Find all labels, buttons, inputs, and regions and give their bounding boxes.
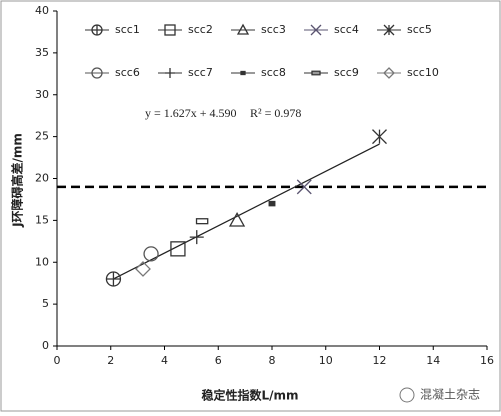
x-tick-label: 8	[269, 354, 276, 367]
marker-part	[143, 246, 159, 262]
data-point	[143, 246, 159, 262]
marker-part	[296, 179, 312, 195]
x-tick-label: 12	[373, 354, 387, 367]
x-tick-label: 10	[319, 354, 333, 367]
x-tick-label: 0	[54, 354, 61, 367]
y-tick-label: 0	[42, 339, 49, 352]
marker-part	[240, 70, 246, 76]
data-point	[372, 129, 387, 145]
x-tick-label: 16	[480, 354, 494, 367]
marker-part	[135, 261, 151, 277]
data-point	[170, 241, 186, 257]
marker-part	[268, 200, 276, 207]
marker-part	[189, 230, 204, 245]
data-point	[105, 271, 122, 287]
marker-part	[372, 129, 387, 145]
marker-part	[91, 67, 103, 79]
watermark-icon	[399, 387, 415, 403]
marker-part	[92, 25, 102, 35]
y-tick-label: 15	[35, 213, 49, 226]
legend-marker	[310, 24, 322, 36]
data-point	[189, 230, 204, 245]
y-tick-label: 25	[35, 130, 49, 143]
legend-marker	[240, 70, 246, 76]
legend-label: scc3	[261, 23, 286, 36]
y-tick-label: 30	[35, 88, 49, 101]
legend-marker	[165, 68, 175, 78]
y-tick-label: 40	[35, 4, 49, 17]
x-tick-label: 14	[426, 354, 440, 367]
marker-part	[164, 24, 176, 36]
data-point	[195, 218, 209, 225]
legend-marker	[91, 24, 103, 36]
marker-part	[170, 241, 186, 257]
data-point	[228, 212, 246, 227]
data-point	[296, 179, 312, 195]
y-tick-label: 10	[35, 255, 49, 268]
legend-label: scc9	[334, 66, 359, 79]
legend-marker	[91, 67, 103, 79]
marker-part	[165, 68, 175, 78]
marker-part	[236, 23, 250, 35]
marker-part	[383, 67, 395, 79]
y-tick-label: 5	[42, 297, 49, 310]
marker-part	[228, 212, 246, 227]
marker-part	[383, 24, 395, 36]
legend-label: scc6	[115, 66, 140, 79]
x-tick-label: 4	[161, 354, 168, 367]
legend-label: scc2	[188, 23, 213, 36]
legend-label: scc8	[261, 66, 286, 79]
marker-part	[310, 24, 322, 36]
legend-label: scc5	[407, 23, 432, 36]
legend-marker	[311, 70, 321, 76]
legend-marker	[164, 24, 176, 36]
legend-label: scc7	[188, 66, 213, 79]
watermark: 混凝土杂志	[420, 387, 480, 402]
y-axis-title: J环障碍高差/mm	[10, 133, 25, 228]
data-point	[268, 200, 276, 207]
data-point	[135, 261, 151, 277]
legend-label: scc4	[334, 23, 359, 36]
marker-part	[311, 70, 321, 76]
legend-label: scc1	[115, 23, 140, 36]
marker-part	[195, 218, 209, 225]
legend-marker	[383, 67, 395, 79]
x-tick-label: 6	[215, 354, 222, 367]
x-tick-label: 2	[107, 354, 114, 367]
y-tick-label: 20	[35, 172, 49, 185]
legend-marker	[383, 24, 395, 36]
x-axis-title: 稳定性指数L/mm	[201, 388, 298, 403]
trendline-equation: y = 1.627x + 4.590	[145, 106, 237, 120]
legend-label: scc10	[407, 66, 439, 79]
marker-part	[106, 272, 121, 286]
trendline-r2: R² = 0.978	[250, 106, 301, 120]
y-tick-label: 35	[35, 46, 49, 59]
legend-marker	[236, 23, 250, 35]
